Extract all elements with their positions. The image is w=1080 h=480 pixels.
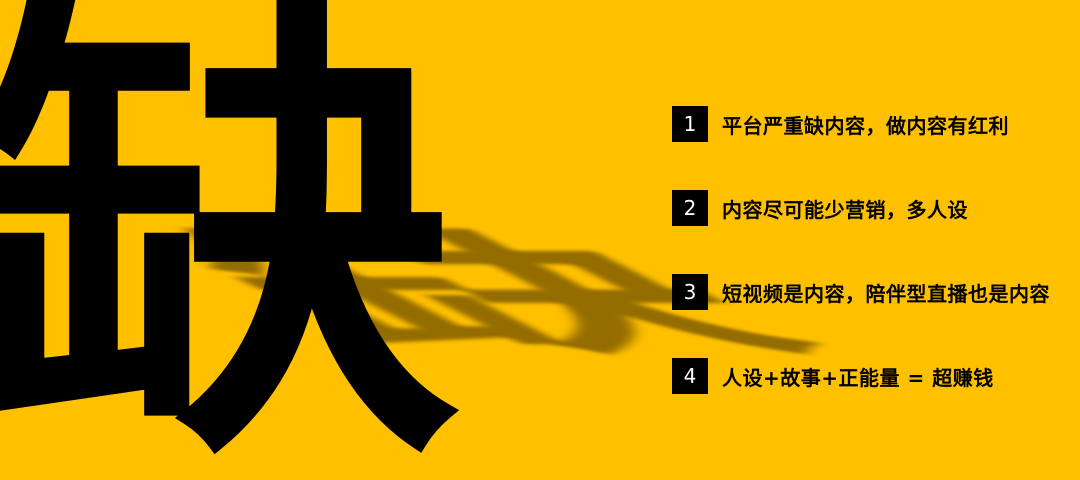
key-point-number-badge: 3 <box>672 274 708 310</box>
key-point-2: 2 内容尽可能少营销，多人设 <box>672 190 968 226</box>
key-point-1: 1 平台严重缺内容，做内容有红利 <box>672 106 1009 142</box>
key-point-text: 短视频是内容，陪伴型直播也是内容 <box>722 281 1050 306</box>
key-point-text: 平台严重缺内容，做内容有红利 <box>722 113 1009 138</box>
key-point-number-badge: 2 <box>672 190 708 226</box>
key-point-3: 3 短视频是内容，陪伴型直播也是内容 <box>672 274 1050 310</box>
key-point-text: 内容尽可能少营销，多人设 <box>722 197 968 222</box>
key-point-text: 人设+故事+正能量 = 超赚钱 <box>722 365 994 390</box>
big-character-group: 缺 缺 <box>0 0 879 480</box>
key-point-4: 4 人设+故事+正能量 = 超赚钱 <box>672 358 994 394</box>
big-character: 缺 <box>0 0 460 480</box>
key-point-number-badge: 4 <box>672 358 708 394</box>
key-point-number-badge: 1 <box>672 106 708 142</box>
